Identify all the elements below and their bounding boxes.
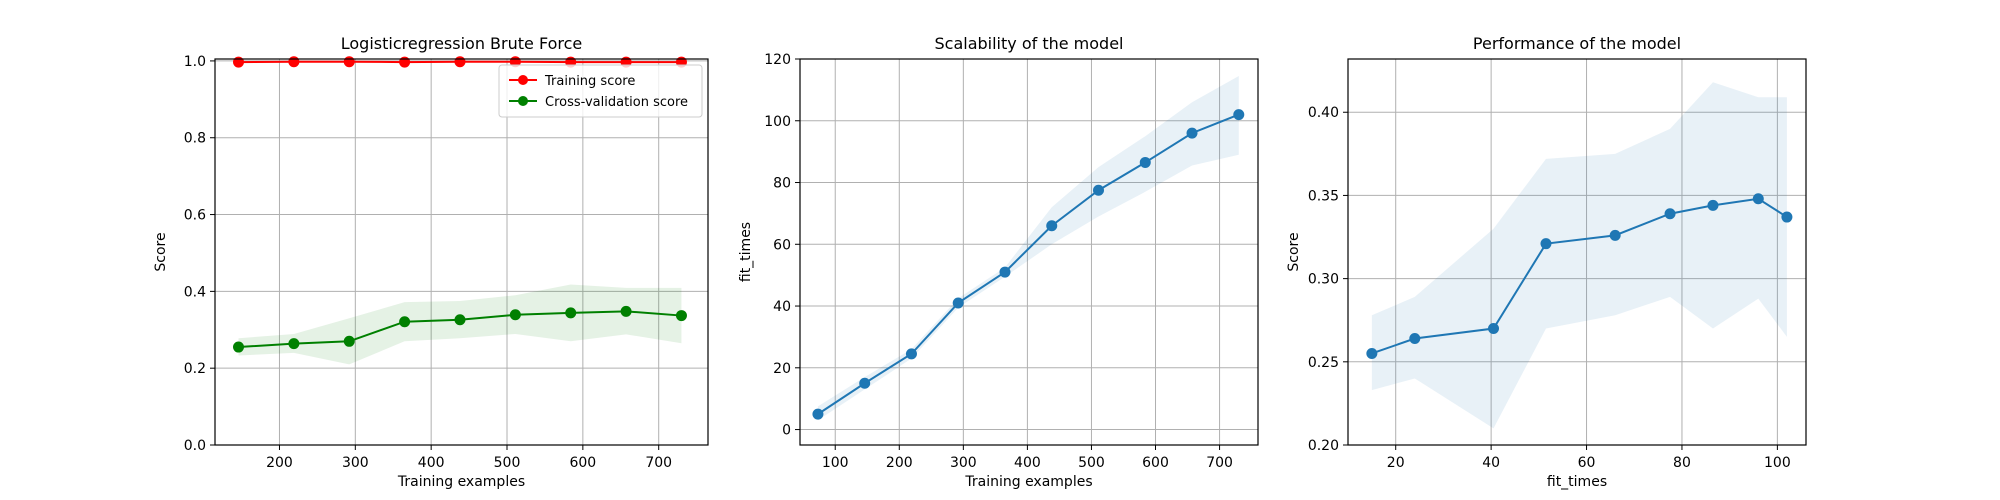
data-point — [1366, 347, 1378, 359]
x-tick-label: 200 — [266, 455, 293, 471]
x-axis-label: fit_times — [1547, 474, 1607, 490]
plot-frame — [1347, 58, 1807, 446]
x-tick-label: 60 — [1578, 455, 1596, 471]
x-tick-label: 40 — [1482, 455, 1500, 471]
data-point — [233, 341, 245, 353]
x-tick-label: 700 — [1206, 455, 1233, 471]
data-point — [1409, 333, 1421, 345]
chart-title: Performance of the model — [1473, 34, 1681, 53]
data-point — [454, 314, 466, 326]
chart-title: Scalability of the model — [935, 34, 1124, 53]
x-tick-label: 600 — [1142, 455, 1169, 471]
data-point — [1488, 323, 1500, 335]
y-axis-label: Score — [153, 232, 169, 271]
x-tick-label: 200 — [886, 455, 913, 471]
data-point — [1609, 229, 1621, 241]
y-tick-label: 80 — [773, 176, 791, 192]
data-point — [675, 310, 687, 322]
data-point — [1046, 220, 1058, 232]
x-tick-label: 100 — [1764, 455, 1791, 471]
plot-frame — [799, 58, 1259, 446]
x-tick-label: 500 — [494, 455, 521, 471]
x-tick-label: 80 — [1673, 455, 1691, 471]
y-tick-label: 0.4 — [184, 284, 206, 300]
chart-performance: Performance of the model fit_times Score… — [1286, 34, 1807, 490]
confidence-band-0 — [1371, 82, 1787, 429]
x-axis-label: Training examples — [397, 474, 525, 490]
y-tick-label: 0.35 — [1308, 188, 1339, 204]
legend-swatch-marker — [518, 75, 528, 85]
legend-label: Cross-validation score — [545, 95, 688, 110]
chart-learning-curve: Logisticregression Brute Force Training … — [153, 34, 709, 490]
x-tick-label: 500 — [1078, 455, 1105, 471]
y-tick-label: 0.6 — [184, 208, 206, 224]
y-tick-label: 0.0 — [184, 438, 206, 454]
y-tick-label: 0.20 — [1308, 438, 1339, 454]
data-point — [343, 335, 355, 347]
data-point — [1752, 193, 1764, 205]
data-point — [905, 348, 917, 360]
legend-box — [498, 64, 703, 118]
data-point — [859, 377, 871, 389]
y-tick-label: 1.0 — [184, 54, 206, 70]
x-tick-label: 300 — [950, 455, 977, 471]
data-point — [1233, 109, 1245, 121]
data-point — [288, 338, 300, 350]
legend-swatch-marker — [518, 96, 528, 106]
y-tick-label: 60 — [773, 237, 791, 253]
x-tick-label: 400 — [1014, 455, 1041, 471]
y-tick-label: 40 — [773, 299, 791, 315]
data-point — [1664, 208, 1676, 220]
data-point — [1139, 156, 1151, 168]
series-line-0 — [817, 113, 1240, 415]
y-tick-label: 0 — [782, 423, 791, 439]
legend-label: Training score — [544, 74, 635, 89]
x-tick-label: 700 — [645, 455, 672, 471]
data-point — [1093, 184, 1105, 196]
data-point — [565, 307, 577, 319]
chart-title: Logisticregression Brute Force — [341, 34, 583, 53]
y-tick-label: 120 — [764, 52, 791, 68]
x-tick-label: 100 — [822, 455, 849, 471]
y-tick-label: 100 — [764, 114, 791, 130]
data-point — [454, 56, 466, 68]
y-tick-label: 20 — [773, 361, 791, 377]
data-point — [399, 316, 411, 328]
data-point — [1707, 199, 1719, 211]
data-point — [288, 56, 300, 68]
data-point — [1781, 211, 1793, 223]
data-point — [620, 305, 632, 317]
y-tick-label: 0.2 — [184, 361, 206, 377]
data-point — [343, 56, 355, 68]
x-axis-label: Training examples — [964, 474, 1092, 490]
y-tick-label: 0.25 — [1308, 355, 1339, 371]
y-tick-label: 0.40 — [1308, 105, 1339, 121]
data-point — [509, 309, 521, 321]
y-axis-label: Score — [1286, 232, 1302, 271]
y-tick-label: 0.8 — [184, 131, 206, 147]
y-tick-label: 0.30 — [1308, 272, 1339, 288]
data-point — [999, 266, 1011, 278]
data-point — [812, 408, 824, 420]
legend: Training score Cross-validation score — [498, 64, 703, 118]
x-tick-label: 20 — [1387, 455, 1405, 471]
data-point — [1186, 127, 1198, 139]
data-point — [952, 297, 964, 309]
x-tick-label: 300 — [342, 455, 369, 471]
x-tick-label: 400 — [418, 455, 445, 471]
x-tick-label: 600 — [569, 455, 596, 471]
data-point — [1540, 238, 1552, 250]
chart-scalability: Scalability of the model Training exampl… — [738, 34, 1259, 490]
plot-frame — [214, 58, 709, 446]
y-axis-label: fit_times — [738, 222, 754, 282]
